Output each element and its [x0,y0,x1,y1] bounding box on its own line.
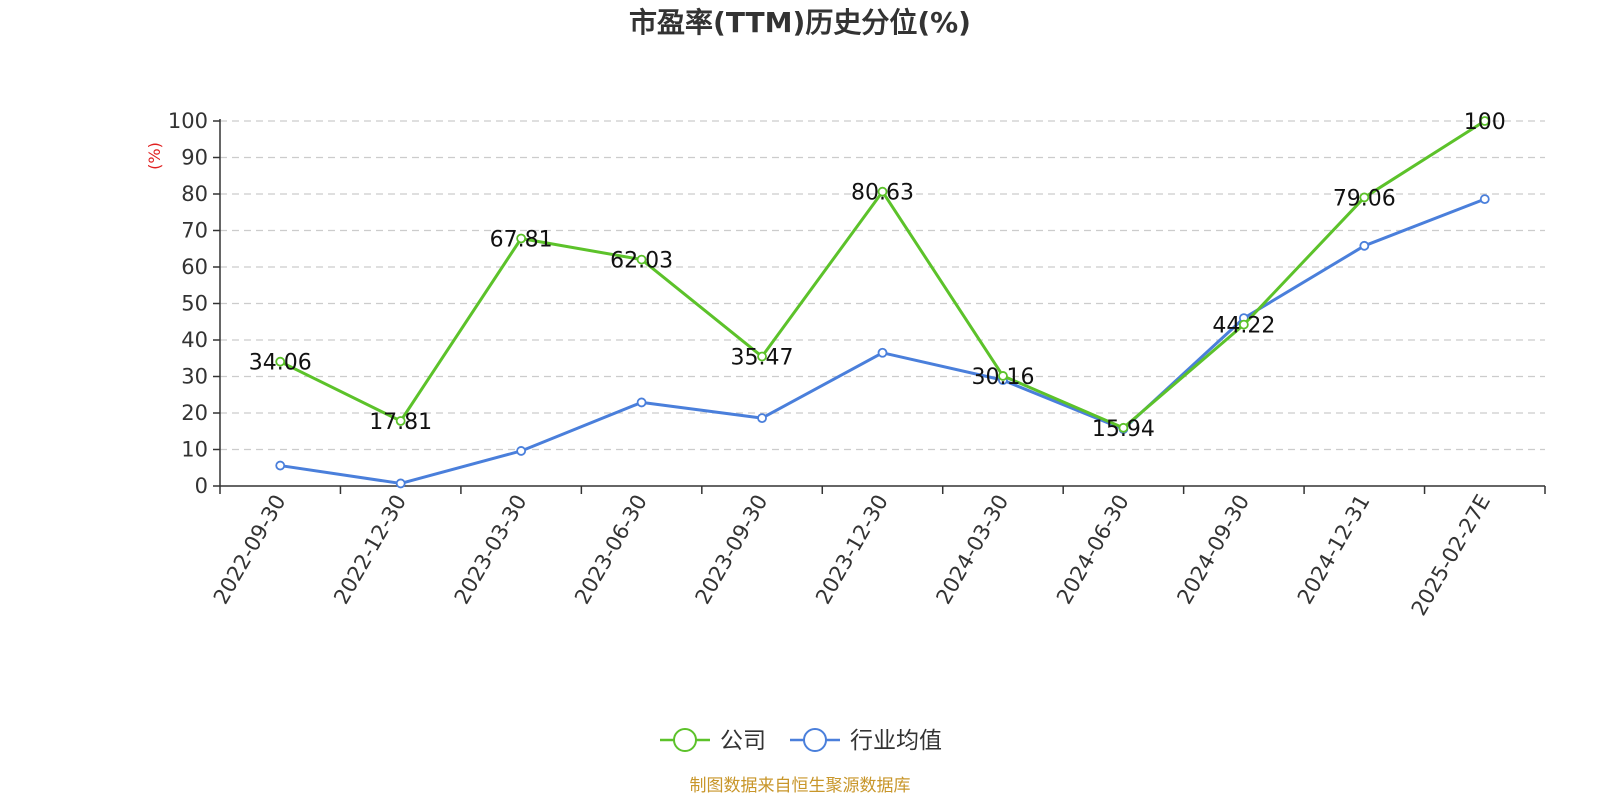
y-tick-label: 60 [181,255,208,279]
legend-label: 公司 [720,728,766,754]
data-point [636,254,647,265]
legend: 公司 行业均值 [660,728,942,754]
data-label: 30.16 [971,365,1034,390]
series-layer [275,116,1490,489]
y-tick-label: 100 [168,109,208,133]
data-point [395,478,406,489]
data-point [1479,116,1490,126]
y-tick-label: 30 [181,365,208,389]
data-point [1479,194,1490,205]
x-tick-label: 2022-12-30 [329,491,411,609]
x-tick-label: 2023-12-30 [811,491,893,609]
data-label: 44.22 [1212,314,1275,339]
data-label: 34.06 [249,351,312,376]
y-tick-label: 40 [181,328,208,352]
data-label: 80.63 [851,181,914,206]
data-point [1359,240,1370,251]
data-point [275,460,286,471]
data-labels: 34.06 17.81 67.81 62.03 35.47 80.63 30.16 15.94… [249,110,1506,442]
data-point [516,446,527,456]
data-label: 67.81 [490,227,553,252]
series-line [279,119,1486,430]
chart-title: 市盈率(TTM)历史分位(%) [629,6,971,39]
legend-marker [673,728,697,752]
x-tick-label: 2022-09-30 [209,491,291,609]
y-tick-label: 70 [181,219,208,243]
data-label: 17.81 [369,410,432,435]
source-note: 制图数据来自恒生聚源数据库 [690,776,911,796]
y-tick-label: 80 [181,182,208,206]
x-ticks: 2022-09-30 2022-12-30 2023-03-30 2023-06-30… [209,486,1546,620]
axes [219,119,1545,487]
y-tick-label: 10 [181,438,208,462]
grid-lines [220,120,1545,451]
data-point [757,413,767,424]
y-tick-label: 20 [181,401,208,425]
legend-label: 行业均值 [850,728,942,754]
x-tick-label: 2023-06-30 [570,491,652,609]
y-axis-label: (%) [145,142,164,170]
data-point [757,351,767,362]
x-tick-label: 2023-03-30 [450,491,532,609]
y-tick-label: 50 [181,292,208,316]
y-tick-label: 90 [181,146,208,170]
data-point [1238,319,1249,330]
data-point [877,347,888,358]
y-ticks: 0 10 20 30 40 50 60 70 80 90 100 [168,109,220,498]
data-point [395,416,406,426]
data-point [998,371,1008,381]
x-tick-label: 2024-09-30 [1172,491,1254,609]
x-tick-label: 2023-09-30 [691,491,773,609]
data-label: 35.47 [731,346,794,371]
series-line [280,197,1486,485]
data-point [877,186,888,197]
legend-marker [803,728,827,752]
data-point [1118,422,1129,433]
data-label: 100 [1464,110,1506,135]
x-tick-label: 2024-12-31 [1293,491,1375,609]
x-tick-label: 2024-03-30 [931,491,1013,609]
data-point [516,233,527,244]
x-tick-label: 2025-02-27E [1407,491,1495,620]
data-point [275,356,286,367]
y-tick-label: 0 [195,474,208,498]
data-label: 79.06 [1333,186,1396,211]
data-label: 62.03 [610,249,673,274]
x-tick-label: 2024-06-30 [1052,491,1134,609]
data-point [1359,192,1370,203]
data-point [636,397,647,408]
data-label: 15.94 [1092,417,1155,442]
